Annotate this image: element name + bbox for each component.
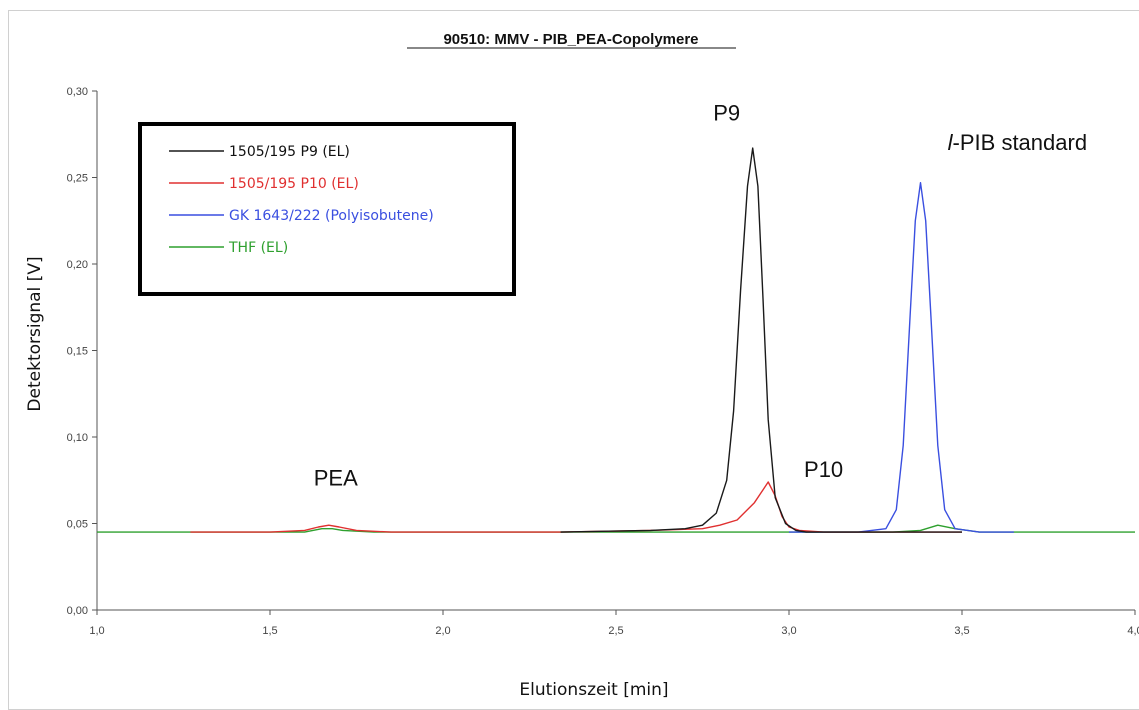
y-tick-label: 0,30	[67, 86, 88, 98]
x-tick-label: 1,0	[89, 625, 104, 637]
legend-label: 1505/195 P9 (EL)	[229, 144, 350, 160]
y-tick-label: 0,15	[67, 346, 88, 358]
series-line	[560, 147, 962, 533]
y-tick-label: 0,05	[67, 519, 88, 531]
x-tick-label: 1,5	[262, 625, 277, 637]
y-tick-label: 0,00	[67, 605, 88, 617]
x-axis-title: Elutionszeit [min]	[519, 680, 668, 699]
y-tick-label: 0,25	[67, 173, 88, 185]
chart-frame: 90510: MMV - PIB_PEA-Copolymere 0,00 0,05…	[8, 10, 1139, 710]
plot-axes: 0,00 0,05 0,10 0,15 0,20 0,25 0,30 1,0 1,5 2,0 2,5…	[67, 86, 1139, 637]
legend-label: GK 1643/222 (Polyisobutene)	[229, 208, 434, 224]
y-tick-label: 0,20	[67, 259, 88, 271]
peak-label: PEA	[314, 465, 358, 490]
peak-label: l-PIB standard	[948, 130, 1087, 155]
y-tick-label: 0,10	[67, 432, 88, 444]
legend-box	[138, 122, 516, 296]
chromatogram-chart: 90510: MMV - PIB_PEA-Copolymere 0,00 0,05…	[25, 31, 1139, 699]
y-axis-title: Detektorsignal [V]	[25, 256, 45, 411]
series-line	[190, 481, 962, 533]
peak-label-italic: l	[948, 130, 954, 155]
chart-title: 90510: MMV - PIB_PEA-Copolymere	[443, 31, 698, 48]
peak-label: P9	[713, 100, 740, 125]
x-tick-label: 2,5	[608, 625, 623, 637]
annotation-layer: PEA P9 P10 l-PIB standard	[314, 100, 1087, 490]
legend-label: THF (EL)	[228, 240, 288, 256]
x-tick-label: 3,0	[781, 625, 796, 637]
legend-label: 1505/195 P10 (EL)	[229, 176, 359, 192]
x-tick-label: 2,0	[435, 625, 450, 637]
x-tick-label: 4,0	[1127, 625, 1139, 637]
series-layer	[97, 147, 1135, 533]
peak-label: P10	[804, 457, 843, 482]
series-line	[789, 182, 1014, 533]
x-tick-label: 3,5	[954, 625, 969, 637]
legend: 1505/195 P9 (EL) 1505/195 P10 (EL) GK 1643…	[138, 122, 516, 296]
peak-label-rest: -PIB standard	[953, 130, 1088, 155]
